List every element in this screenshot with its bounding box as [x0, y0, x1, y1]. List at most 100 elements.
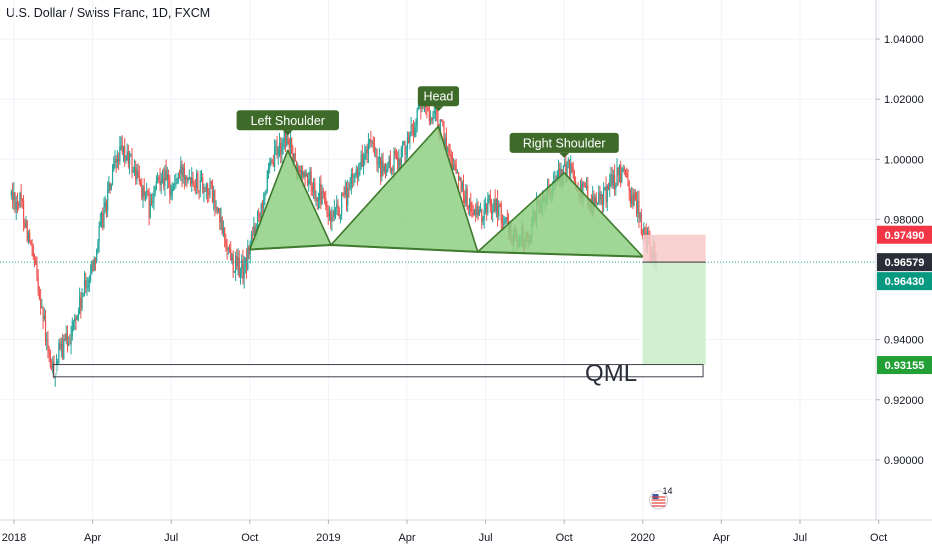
candle-body: [620, 164, 622, 183]
candle-body: [369, 139, 371, 142]
candle-body: [449, 153, 451, 156]
y-tick-label: 0.92000: [884, 395, 924, 407]
candle-body: [621, 171, 623, 183]
candle-body: [243, 263, 245, 279]
candle-body: [146, 191, 148, 193]
candle-body: [247, 246, 249, 270]
candle-body: [120, 145, 122, 147]
candle-body: [341, 194, 343, 216]
candle-body: [176, 181, 178, 183]
pattern-label-bg: [417, 86, 460, 107]
candle-body: [121, 145, 123, 153]
candle-body: [69, 343, 71, 345]
candle-body: [248, 246, 250, 255]
candle-body: [202, 177, 204, 194]
price-label-current: 0.96579: [877, 253, 932, 272]
candle-body: [233, 271, 235, 273]
candle-body: [477, 206, 479, 216]
short-position-tool[interactable]: [642, 234, 706, 366]
candle-body: [349, 184, 351, 189]
events-badge[interactable]: 14: [649, 486, 673, 510]
candle-body: [61, 343, 64, 359]
candle-body: [77, 314, 80, 317]
candle-body: [628, 182, 630, 192]
candle-body: [583, 182, 585, 185]
candle-body: [461, 182, 463, 192]
candle-body: [122, 146, 125, 153]
candle-body: [116, 158, 118, 163]
candle-series: [0, 89, 876, 387]
candle-body: [434, 110, 437, 112]
candle-body: [47, 339, 49, 350]
candle-body: [287, 131, 289, 141]
candle-body: [183, 167, 186, 179]
candle-body: [44, 315, 47, 341]
candle-body: [65, 333, 67, 341]
price-label-bg: [877, 225, 932, 244]
candle-body: [130, 154, 132, 156]
candle-body: [483, 209, 485, 220]
x-tick-label: Oct: [870, 532, 887, 544]
candle-body: [30, 241, 32, 245]
candle-body: [236, 255, 238, 267]
candle-body: [567, 160, 569, 163]
candle-body: [336, 203, 338, 208]
head-triangle: [330, 125, 479, 253]
candle-body: [266, 170, 268, 191]
candle-body: [585, 185, 588, 187]
candle-body: [144, 192, 147, 196]
candle-body: [380, 157, 382, 178]
candle-body: [115, 158, 117, 163]
candle-body: [584, 184, 586, 187]
candle-body: [283, 129, 285, 141]
candle-body: [43, 315, 45, 320]
candle-body: [351, 173, 354, 178]
candle-body: [272, 163, 274, 167]
head-and-shoulders-pattern[interactable]: Left Shoulder Head Right Shoulder: [236, 86, 644, 258]
candle-body: [60, 343, 62, 349]
candle-body: [376, 149, 378, 165]
y-tick-label: 1.00000: [884, 154, 924, 166]
candle-body: [635, 200, 638, 213]
candle-body: [107, 189, 109, 211]
candle-body: [495, 199, 497, 212]
candle-body: [406, 137, 409, 155]
y-tick-label: 0.90000: [884, 455, 924, 467]
take-profit-zone: [642, 262, 706, 366]
candle-body: [609, 183, 611, 190]
candle-body: [506, 217, 508, 221]
candle-body: [415, 124, 417, 128]
candle-body: [315, 197, 317, 198]
candle-body: [427, 108, 429, 111]
candle-body: [556, 171, 558, 182]
candle-body: [443, 123, 445, 145]
candle-body: [398, 159, 400, 170]
candle-body: [378, 157, 380, 163]
candle-body: [14, 192, 16, 210]
candle-body: [350, 173, 352, 185]
candle-body: [83, 280, 86, 294]
candle-body: [259, 213, 261, 218]
candle-body: [616, 167, 618, 186]
candle-body: [345, 187, 348, 206]
candle-body: [281, 146, 283, 155]
candle-body: [171, 187, 173, 195]
candle-body: [220, 216, 222, 223]
candle-body: [103, 207, 105, 228]
candle-body: [467, 206, 469, 209]
qml-box[interactable]: QML: [52, 360, 704, 387]
candle-body: [33, 256, 36, 260]
candle-body: [275, 146, 277, 148]
candle-body: [615, 185, 617, 189]
candle-body: [148, 193, 150, 218]
candle-body: [362, 158, 365, 167]
pattern-label: Right Shoulder: [509, 132, 619, 158]
candle-body: [299, 169, 301, 178]
candle-body: [643, 227, 645, 236]
candle-body: [503, 223, 505, 225]
candle-body: [500, 204, 502, 222]
candle-body: [598, 192, 600, 203]
candle-body: [381, 160, 383, 178]
candle-body: [375, 149, 377, 151]
